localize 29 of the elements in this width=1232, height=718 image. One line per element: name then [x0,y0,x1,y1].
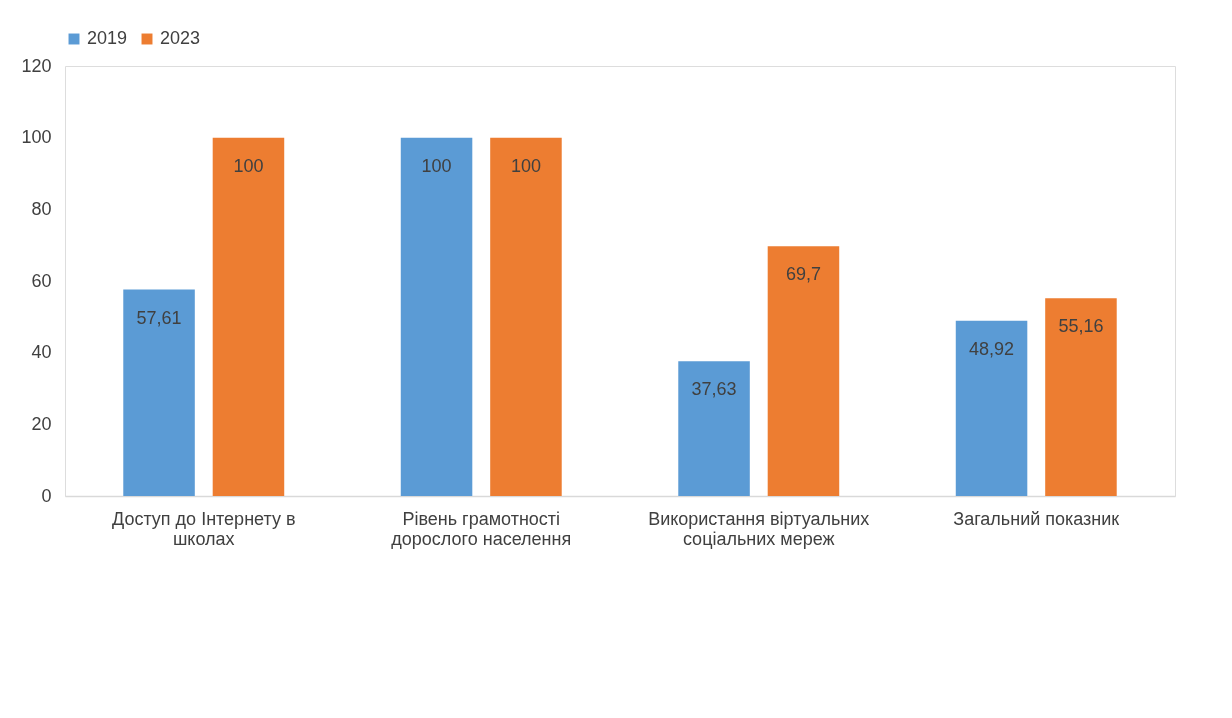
data-label: 100 [233,155,264,176]
bar [212,137,285,496]
bar [767,246,840,496]
data-label: 100 [421,155,452,176]
bar [678,361,750,496]
bar [490,137,562,496]
legend-label: 2019 [87,28,128,48]
y-tick-label: 120 [21,55,52,76]
x-tick-label: Доступ до Інтернету в школах [112,508,296,549]
x-tick-label: Використання віртуальних соціальних мереж [648,508,870,549]
y-tick-label: 0 [41,485,52,506]
y-tick-label: 100 [21,127,52,148]
data-label: 69,7 [785,264,821,285]
data-label: 55,16 [1058,316,1104,337]
data-label: 48,92 [969,338,1015,359]
data-label: 37,63 [691,379,737,400]
y-tick-label: 60 [31,270,52,291]
y-tick-label: 80 [31,198,52,219]
bar [1045,298,1117,496]
bar [400,137,473,496]
y-tick-label: 20 [31,413,52,434]
bar [955,320,1028,496]
bar [123,289,195,496]
data-label: 57,61 [136,307,182,328]
x-tick-label: Загальний показник [953,508,1120,529]
data-label: 100 [510,155,541,176]
legend-label: 2023 [160,28,201,48]
x-tick-label: Рівень грамотності дорослого населення [391,508,572,549]
y-tick-label: 40 [31,342,52,363]
